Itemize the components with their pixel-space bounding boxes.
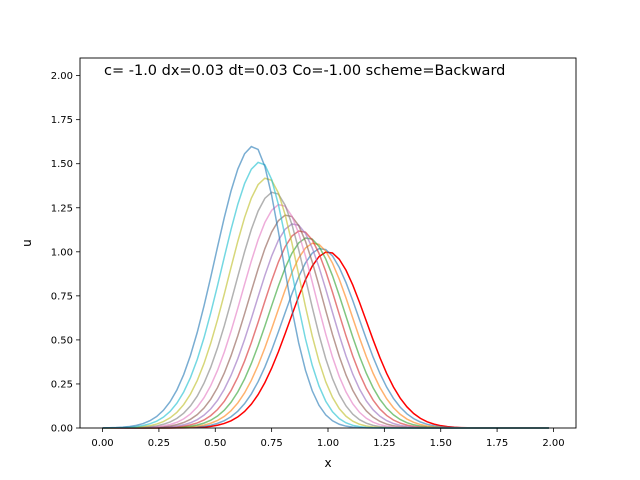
x-tick-label: 1.00 [317,438,339,449]
axes-frame [79,57,577,429]
x-tick-label: 0.25 [148,438,170,449]
x-tick-label: 1.75 [486,438,508,449]
x-tick-label: 0.75 [261,438,283,449]
y-tick-label: 0.75 [51,291,73,302]
chart-title: c= -1.0 dx=0.03 dt=0.03 Co=-1.00 scheme=… [104,63,505,79]
y-tick-label: 0.25 [51,379,73,390]
x-tick-label: 0.50 [204,438,226,449]
y-tick-label: 0.50 [51,335,73,346]
x-axis-label: x [324,456,331,470]
x-tick-label: 0.00 [91,438,113,449]
y-tick-label: 0.00 [51,424,73,435]
y-axis-ticks: 0.00 0.25 0.50 0.75 1.00 1.25 1.50 1.75 2.00 [51,71,80,435]
y-axis-label: u [20,239,34,247]
x-tick-label: 2.00 [542,438,564,449]
x-axis-ticks: 0.00 0.25 0.50 0.75 1.00 1.25 1.50 1.75 2.00 [91,428,565,449]
y-tick-label: 1.00 [51,247,73,258]
x-tick-label: 1.50 [430,438,452,449]
plot-area: 0.00 0.25 0.50 0.75 1.00 1.25 1.50 1.75 2.00 0.0… [51,57,577,449]
y-tick-label: 1.50 [51,159,73,170]
y-tick-label: 1.75 [51,115,73,126]
y-tick-label: 2.00 [51,71,73,82]
y-tick-label: 1.25 [51,203,73,214]
x-tick-label: 1.25 [373,438,395,449]
